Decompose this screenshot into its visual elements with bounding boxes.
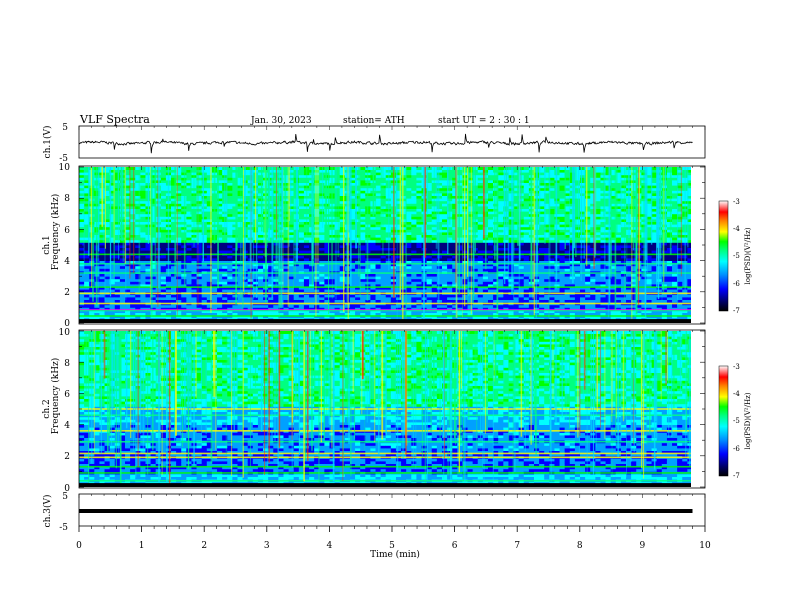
ch1-cbar-tick-m5: -5 [733,252,740,260]
ch1-freq-tick-2: 2 [64,288,70,298]
ch3-ylabel: ch.3(V) [42,495,53,528]
ch1-spectrogram-image [79,167,691,323]
ch2-freq-tick-2: 2 [64,452,70,462]
start-ut-label: start UT = 2 : 30 : 1 [438,116,530,126]
ch2-cbar-tick-m5: -5 [733,417,740,425]
ch2-freq-tick-6: 6 [64,390,70,400]
ch1-cbar-tick-m6: -6 [733,280,740,288]
ch2-spectrogram-panel: 0 2 4 6 8 10 ch.2 Frequency (kHz) -3 -4 … [42,328,752,494]
ch1-channel-label: ch.1 [42,235,52,254]
ch1-freq-tick-4: 4 [64,257,70,267]
ch3-waveform-trace [79,509,693,513]
ch2-freq-tick-0: 0 [64,484,70,494]
ch1-freq-tick-6: 6 [64,226,70,236]
ch1-waveform-trace [79,133,693,154]
ch2-channel-label: ch.2 [42,399,52,418]
ch1-spectrogram-ticks [79,166,705,324]
time-tick-label-6: 6 [452,541,458,551]
ch1-cbar-label: log(PSD)(V²/Hz) [744,227,752,284]
time-tick-label-9: 9 [640,541,646,551]
ch3-ytick-top: 5 [62,492,68,502]
figure-title: VLF Spectra [79,113,150,126]
time-tick-label-5: 5 [389,541,395,551]
date-label: Jan. 30, 2023 [250,116,312,126]
ch1-freq-tick-10: 10 [59,163,71,173]
ch2-spectrogram-ticks [79,330,705,488]
ch2-colorbar [718,365,729,477]
ch2-cbar-tick-m3: -3 [733,363,740,371]
station-label: station= ATH [343,116,405,126]
time-axis-ticks [78,126,706,532]
ch2-freq-tick-8: 8 [64,359,70,369]
ch1-spectrogram-panel: 0 2 4 6 8 10 ch.1 Frequency (kHz) -3 -4 … [42,163,752,329]
time-tick-label-3: 3 [264,541,270,551]
time-tick-label-7: 7 [514,541,520,551]
ch2-freq-ylabel: Frequency (kHz) [50,358,61,435]
ch2-cbar-tick-m7: -7 [733,472,740,480]
ch2-cbar-label: log(PSD)(V²/Hz) [744,392,752,449]
time-axis-label: Time (min) [370,549,420,560]
time-tick-label-4: 4 [327,541,333,551]
ch2-freq-tick-10: 10 [59,328,71,338]
ch2-spectrogram-image [79,331,691,487]
time-tick-label-2: 2 [201,541,207,551]
ch1-ytick-top: 5 [62,123,68,133]
ch1-cbar-tick-m7: -7 [733,307,740,315]
time-axis-tick-labels: 0 1 2 3 4 5 6 7 8 9 10 [76,541,711,551]
ch2-freq-tick-4: 4 [64,421,70,431]
ch2-cbar-tick-m4: -4 [733,390,740,398]
ch1-ytick-bottom: -5 [59,154,68,164]
time-tick-label-8: 8 [577,541,583,551]
ch1-colorbar [718,200,729,312]
ch3-waveform-panel: 5 -5 ch.3(V) 0 1 2 3 4 5 6 7 8 9 10 Time (min) [42,126,711,560]
time-tick-label-1: 1 [139,541,145,551]
ch1-freq-tick-0: 0 [64,319,70,329]
ch2-cbar-tick-m6: -6 [733,445,740,453]
time-tick-label-10: 10 [699,541,711,551]
time-tick-label-0: 0 [76,541,82,551]
ch1-cbar-tick-m4: -4 [733,225,740,233]
ch1-cbar-tick-m3: -3 [733,198,740,206]
ch1-freq-ylabel: Frequency (kHz) [50,194,61,271]
ch1-freq-tick-8: 8 [64,194,70,204]
ch1-ylabel: ch.1(V) [42,126,53,159]
ch3-ytick-bottom: -5 [59,523,68,533]
